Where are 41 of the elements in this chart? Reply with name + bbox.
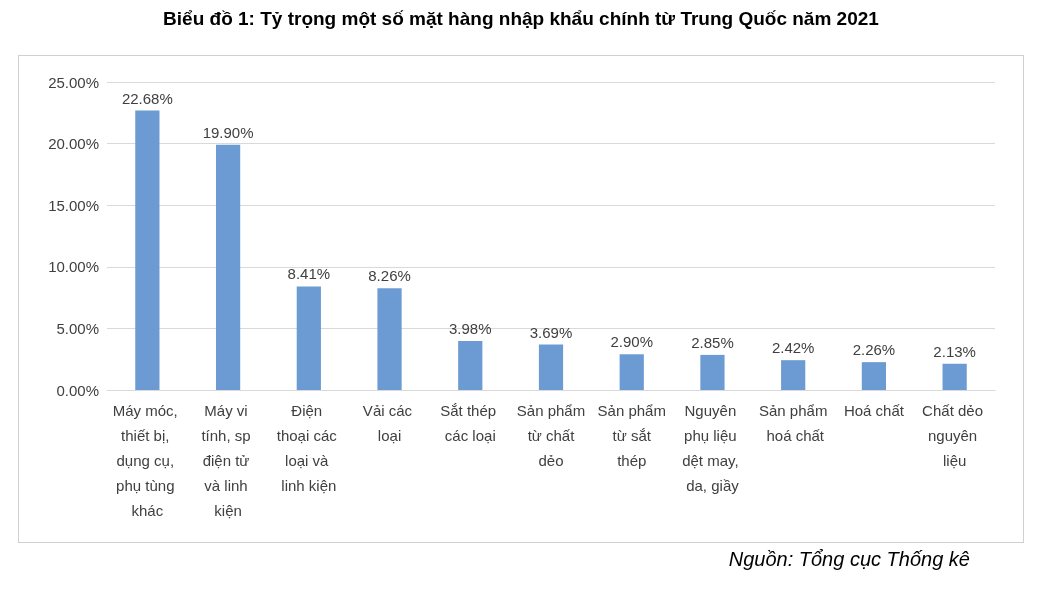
y-tick-label: 25.00% [48, 73, 99, 91]
data-label: 2.85% [691, 333, 734, 351]
bar [215, 144, 241, 390]
data-label: 22.68% [121, 89, 173, 107]
x-tick-label: Sản phẩm từ sắt thép [597, 402, 666, 469]
bar [377, 288, 402, 390]
data-label: 2.90% [610, 333, 653, 351]
y-tick-label: 15.00% [48, 196, 99, 214]
data-label: 3.98% [449, 319, 492, 337]
bar [861, 362, 887, 390]
x-tick-label: Nguyên phụ liệu dệt may, da, giầy [682, 402, 743, 494]
x-tick-label: Máy móc, thiết bị, dụng cụ, phụ tùng khác [112, 402, 182, 519]
y-tick-label: 5.00% [56, 319, 99, 337]
text: Nguồn: Tổng cục Thống kê [728, 548, 970, 571]
bar [942, 363, 967, 390]
bar [296, 286, 321, 390]
data-label: 8.41% [287, 265, 331, 283]
data-label: 8.26% [368, 267, 411, 285]
bar [619, 354, 644, 390]
data-label: 3.69% [529, 323, 573, 341]
x-tick-label: Máy vi tính, sp điện tử và linh kiện [201, 402, 255, 519]
bar [135, 110, 160, 390]
y-tick-label: 10.00% [48, 258, 99, 276]
data-label: 19.90% [202, 123, 254, 141]
x-tick-label: Hoá chất [843, 402, 905, 419]
bar [458, 340, 483, 390]
x-tick-label: Điện thoại các loại và linh kiện [276, 402, 341, 494]
x-tick-label: Sản phẩm từ chất dẻo [516, 402, 586, 469]
bar [781, 360, 806, 390]
x-tick-label: Sắt thép các loại [440, 402, 501, 444]
bar [700, 354, 725, 390]
x-tick-label: Chất dẻo nguyên liệu [922, 402, 988, 469]
x-tick-label: Vải các loại [362, 402, 417, 444]
data-label: 2.13% [933, 342, 976, 360]
chart-title: Biểu đồ 1: Tỷ trọng một số mặt hàng nhập khẩu chính từ Trung Quốc năm 2021 [162, 8, 880, 30]
y-tick-label: 20.00% [48, 135, 99, 153]
data-label: 2.26% [852, 341, 896, 359]
bar [538, 344, 564, 390]
x-tick-label: Sản phẩm hoá chất [758, 402, 828, 444]
data-label: 2.42% [771, 339, 815, 357]
y-tick-label: 0.00% [56, 381, 99, 399]
